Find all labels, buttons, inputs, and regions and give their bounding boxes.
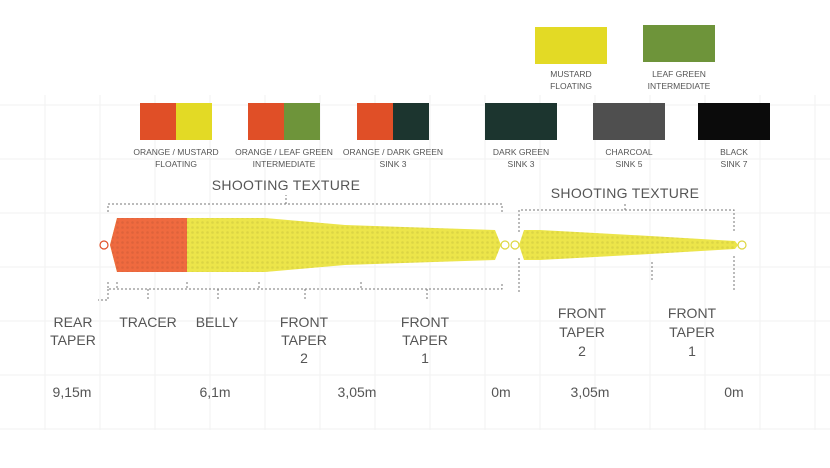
swatch-label: ORANGE / DARK GREEN bbox=[343, 147, 443, 157]
section-label: TAPER bbox=[402, 332, 448, 348]
swatch: ORANGE / MUSTARD FLOATING bbox=[133, 103, 219, 169]
front-loop-icon-2 bbox=[737, 240, 747, 250]
distance-label: 6,1m bbox=[199, 384, 230, 400]
swatch-label: DARK GREEN bbox=[493, 147, 549, 157]
distance-label: 0m bbox=[491, 384, 510, 400]
swatch-color bbox=[485, 103, 557, 140]
swatch-color bbox=[393, 103, 429, 140]
section-label: TRACER bbox=[119, 314, 177, 330]
shooting-texture-bracket-2 bbox=[518, 203, 735, 232]
rear-loop-icon-2 bbox=[510, 240, 520, 250]
section-bracket-1 bbox=[107, 282, 503, 290]
swatch-sublabel: SINK 3 bbox=[380, 159, 407, 169]
swatch: ORANGE / DARK GREEN SINK 3 bbox=[343, 103, 443, 169]
swatch-sublabel: FLOATING bbox=[155, 159, 197, 169]
distance-label: 9,15m bbox=[53, 384, 92, 400]
swatch-sublabel: SINK 7 bbox=[721, 159, 748, 169]
swatch-label: MUSTARD bbox=[550, 69, 591, 79]
section-label: TAPER bbox=[669, 324, 715, 340]
section-labels: REAR TAPER TRACER BELLY FRONT TAPER 2 FRONT TAPE… bbox=[50, 305, 744, 400]
swatch-color bbox=[284, 103, 320, 140]
swatch: CHARCOAL SINK 5 bbox=[593, 103, 665, 169]
section-label: 1 bbox=[421, 350, 429, 366]
swatch-label: BLACK bbox=[720, 147, 748, 157]
rear-loop-icon bbox=[99, 240, 109, 250]
section-label: BELLY bbox=[196, 314, 239, 330]
background-grid bbox=[0, 95, 830, 430]
swatch-color bbox=[698, 103, 770, 140]
distance-label: 3,05m bbox=[338, 384, 377, 400]
texture-overlay bbox=[110, 218, 501, 272]
shooting-texture-title-1: SHOOTING TEXTURE bbox=[212, 177, 360, 193]
section-label: TAPER bbox=[559, 324, 605, 340]
section-label: FRONT bbox=[668, 305, 717, 321]
section-label: REAR bbox=[54, 314, 93, 330]
section-label: 2 bbox=[300, 350, 308, 366]
section-label: TAPER bbox=[281, 332, 327, 348]
swatch: ORANGE / LEAF GREEN INTERMEDIATE bbox=[235, 103, 333, 169]
section-label: 1 bbox=[688, 343, 696, 359]
swatch-color bbox=[357, 103, 393, 140]
section-label: 2 bbox=[578, 343, 586, 359]
swatch: BLACK SINK 7 bbox=[698, 103, 770, 169]
distance-label: 3,05m bbox=[571, 384, 610, 400]
swatch-sublabel: SINK 3 bbox=[508, 159, 535, 169]
section-label: FRONT bbox=[558, 305, 607, 321]
distance-label: 0m bbox=[724, 384, 743, 400]
shooting-head-1 bbox=[99, 218, 510, 272]
section-label: FRONT bbox=[280, 314, 329, 330]
shooting-texture-title-2: SHOOTING TEXTURE bbox=[551, 185, 699, 201]
swatch-sublabel: INTERMEDIATE bbox=[648, 81, 711, 91]
shooting-head-2 bbox=[510, 230, 747, 260]
swatch-color bbox=[140, 103, 176, 140]
texture-overlay-2 bbox=[519, 230, 738, 260]
swatch: MUSTARD FLOATING bbox=[535, 27, 607, 91]
swatch-color bbox=[535, 27, 607, 64]
swatch-color bbox=[643, 25, 715, 62]
swatch-label: ORANGE / LEAF GREEN bbox=[235, 147, 333, 157]
swatch: DARK GREEN SINK 3 bbox=[485, 103, 557, 169]
swatch-sublabel: SINK 5 bbox=[616, 159, 643, 169]
swatch-color bbox=[248, 103, 284, 140]
section-ticks-2 bbox=[518, 256, 735, 292]
section-ticks-1 bbox=[98, 282, 428, 301]
swatch-sublabel: INTERMEDIATE bbox=[253, 159, 316, 169]
swatch-sublabel: FLOATING bbox=[550, 81, 592, 91]
swatch-color bbox=[176, 103, 212, 140]
section-label: TAPER bbox=[50, 332, 96, 348]
swatch-label: CHARCOAL bbox=[605, 147, 653, 157]
section-label: FRONT bbox=[401, 314, 450, 330]
swatch-label: ORANGE / MUSTARD bbox=[133, 147, 218, 157]
swatch-color bbox=[593, 103, 665, 140]
swatch-label: LEAF GREEN bbox=[652, 69, 706, 79]
swatch: LEAF GREEN INTERMEDIATE bbox=[643, 25, 715, 91]
front-loop-icon bbox=[500, 240, 510, 250]
shooting-texture-bracket-1 bbox=[107, 195, 503, 212]
